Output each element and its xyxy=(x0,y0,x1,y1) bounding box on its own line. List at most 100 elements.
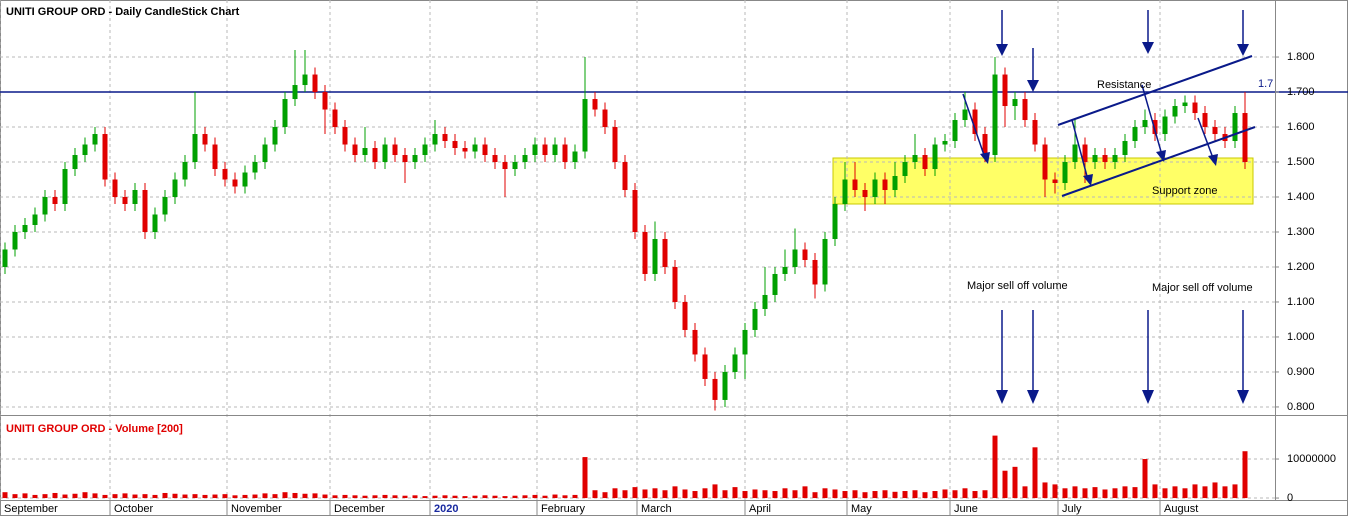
volume-bar xyxy=(742,491,748,499)
volume-bar xyxy=(1092,487,1098,499)
volume-bar xyxy=(762,490,768,499)
volume-bar xyxy=(382,494,388,499)
candle-body xyxy=(512,162,518,170)
volume-bar xyxy=(902,491,908,499)
candle-body xyxy=(1212,127,1218,135)
candle-body xyxy=(862,190,868,198)
candle-body xyxy=(702,354,708,379)
volume-bar xyxy=(1192,484,1198,499)
volume-bar xyxy=(1112,488,1118,499)
candle-body xyxy=(172,179,178,198)
annotations xyxy=(962,10,1256,404)
candle-body xyxy=(82,144,88,156)
candle-body xyxy=(472,144,478,152)
volume-bar xyxy=(42,494,48,499)
volume-bar xyxy=(492,495,498,499)
candle-body xyxy=(1242,113,1248,163)
volume-bar xyxy=(1102,489,1108,499)
candle-body xyxy=(792,249,798,267)
candle-body xyxy=(772,273,778,295)
volume-bar xyxy=(1012,466,1018,499)
candle-body xyxy=(352,144,358,156)
volume-bar xyxy=(752,489,758,499)
hline-label: 1.7 xyxy=(1258,78,1273,90)
volume-bar xyxy=(672,486,678,499)
volume-bar xyxy=(392,495,398,499)
candle-body xyxy=(252,162,258,173)
candle-body xyxy=(762,294,768,309)
candle-body xyxy=(952,120,958,142)
volume-bar xyxy=(942,489,948,499)
candle-body xyxy=(212,144,218,170)
candle-body xyxy=(192,134,198,163)
candle-body xyxy=(652,238,658,274)
volume-bar xyxy=(62,494,68,499)
candle-body xyxy=(342,127,348,145)
candle-body xyxy=(1082,144,1088,163)
candle-body xyxy=(942,141,948,145)
candle-body xyxy=(572,151,578,163)
volume-bar xyxy=(612,488,618,499)
candle-body xyxy=(382,144,388,163)
candle-body xyxy=(782,266,788,274)
arrows xyxy=(962,10,1244,392)
volume-bar xyxy=(812,492,818,499)
candle-body xyxy=(1102,155,1108,163)
volume-bar xyxy=(842,491,848,499)
candle-body xyxy=(712,378,718,400)
trend-line xyxy=(1061,126,1256,197)
volume-bar xyxy=(922,492,928,499)
y-tick-label: 1.600 xyxy=(1287,121,1315,133)
volume-bar xyxy=(272,494,278,499)
volume-bar xyxy=(372,495,378,499)
volume-bar xyxy=(642,489,648,499)
volume-bar xyxy=(992,435,998,499)
volume-bar xyxy=(222,494,228,499)
volume-bar xyxy=(242,494,248,499)
candle-body xyxy=(182,162,188,180)
candle-body xyxy=(912,155,918,163)
y-tick-label: 1.700 xyxy=(1287,86,1315,98)
volume-bar xyxy=(122,493,128,499)
candle-body xyxy=(92,134,98,145)
x-tick-label: March xyxy=(641,503,672,515)
volume-bar xyxy=(502,496,508,499)
candle-body xyxy=(1052,179,1058,184)
candle-body xyxy=(982,134,988,156)
candle-body xyxy=(1232,113,1238,142)
candle-body xyxy=(412,155,418,163)
candle-body xyxy=(852,179,858,191)
candle-body xyxy=(1142,120,1148,128)
x-tick-label: April xyxy=(749,503,771,515)
candle-body xyxy=(432,134,438,145)
candle-body xyxy=(302,74,308,86)
volume-bar xyxy=(832,489,838,499)
volume-bar xyxy=(982,490,988,499)
candle-body xyxy=(392,144,398,156)
chart-title: UNITI GROUP ORD - Daily CandleStick Char… xyxy=(6,6,240,18)
candle-body xyxy=(972,109,978,135)
candle-body xyxy=(442,134,448,142)
candle-body xyxy=(62,169,68,205)
y-tick-label: 1.300 xyxy=(1287,226,1315,238)
volume-bar xyxy=(342,494,348,499)
volume-bar xyxy=(1202,486,1208,499)
candle-body xyxy=(142,190,148,232)
volume-title: UNITI GROUP ORD - Volume [200] xyxy=(6,423,183,435)
x-tick-label: May xyxy=(851,503,872,515)
volume-bar xyxy=(722,490,728,499)
candle-body xyxy=(292,85,298,100)
volume-bar xyxy=(1162,488,1168,499)
volume-bar xyxy=(302,493,308,499)
volume-bar xyxy=(782,488,788,499)
candle-body xyxy=(372,148,378,163)
volume-bar xyxy=(932,491,938,499)
volume-bar xyxy=(522,495,528,499)
candle-body xyxy=(1032,120,1038,145)
candle-body xyxy=(1072,144,1078,163)
candle-body xyxy=(1152,120,1158,135)
volume-bar xyxy=(1082,488,1088,499)
candle-body xyxy=(262,144,268,163)
annotation: Support zone xyxy=(1152,185,1217,197)
volume-bar xyxy=(412,495,418,499)
